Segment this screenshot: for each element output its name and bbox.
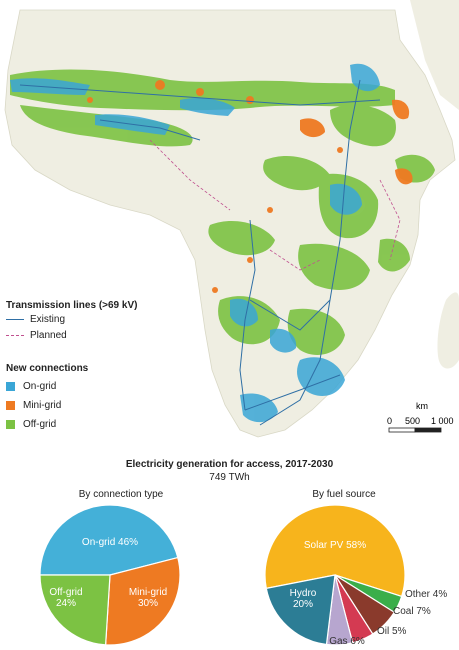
charts-title: Electricity generation for access, 2017-… — [125, 459, 334, 470]
transmission-legend-title: Transmission lines (>69 kV) — [6, 300, 138, 311]
offgrid-swatch — [6, 420, 15, 429]
scale-tick-1000: 1 000 — [431, 416, 454, 426]
pie-fuel-source: Solar PV 58% Other 4% Coal 7% Oil 5% Gas 6% H… — [264, 504, 447, 647]
scale-bar: km 0 500 1 000 — [387, 401, 454, 433]
pie-connection-title: By connection type — [78, 489, 164, 500]
pie-connection-type: On-grid 46% Mini-grid 30% Off-grid 24% — [39, 504, 181, 646]
pie-fuel-label-3: Oil 5% — [377, 626, 407, 637]
pie-fuel-slice-5 — [265, 574, 336, 646]
charts-subtitle: 749 TWh — [209, 472, 250, 483]
scale-segment-1 — [388, 427, 416, 433]
planned-line-label: Planned — [30, 329, 67, 341]
pie-fuel-label-5: Hydro 20% — [290, 588, 317, 610]
existing-line-label: Existing — [30, 313, 66, 325]
scale-tick-500: 500 — [405, 416, 420, 426]
existing-line-swatch — [6, 318, 24, 320]
pie-connection-label-1: Mini-grid 30% — [129, 587, 167, 609]
minigrid-entry: Mini-grid — [6, 396, 88, 415]
existing-transmission-lines — [19, 79, 381, 426]
planned-transmission-lines — [149, 139, 401, 271]
offgrid-entry: Off-grid — [6, 415, 88, 434]
pie-connection-slice-2 — [39, 574, 111, 646]
pie-fuel-label-4: Gas 6% — [329, 636, 365, 647]
scale-tick-0: 0 — [387, 416, 392, 426]
ongrid-entry: On-grid — [6, 377, 88, 396]
pie-fuel-label-0: Solar PV 58% — [304, 540, 366, 551]
scale-unit: km — [416, 401, 428, 411]
ongrid-label: On-grid — [23, 381, 57, 392]
connections-legend: New connections On-grid Mini-grid Off-gr… — [6, 363, 88, 434]
scale-segment-2 — [414, 427, 442, 433]
madagascar-landmass — [437, 292, 459, 369]
pie-connection-label-0: On-grid 46% — [82, 537, 138, 548]
offgrid-label: Off-grid — [23, 419, 57, 430]
minigrid-label: Mini-grid — [23, 400, 62, 411]
pie-fuel-label-1: Other 4% — [405, 589, 447, 600]
minigrid-areas — [87, 80, 413, 293]
ongrid-swatch — [6, 382, 15, 391]
pie-fuel-slice-0 — [264, 504, 406, 598]
existing-line-entry: Existing — [6, 311, 137, 327]
minigrid-swatch — [6, 401, 15, 410]
africa-map — [4, 0, 459, 438]
connections-legend-title: New connections — [6, 363, 89, 374]
planned-line-swatch — [6, 334, 24, 336]
arabia-landmass — [410, 0, 459, 110]
pie-fuel-title: By fuel source — [312, 489, 376, 500]
pie-connection-slice-1 — [104, 556, 181, 646]
pie-fuel-label-2: Coal 7% — [393, 606, 431, 617]
transmission-legend: Transmission lines (>69 kV) Existing Pla… — [6, 300, 137, 343]
pie-connection-slice-0 — [39, 504, 179, 576]
pie-connection-label-2: Off-grid 24% — [49, 587, 82, 609]
planned-line-entry: Planned — [6, 327, 137, 343]
